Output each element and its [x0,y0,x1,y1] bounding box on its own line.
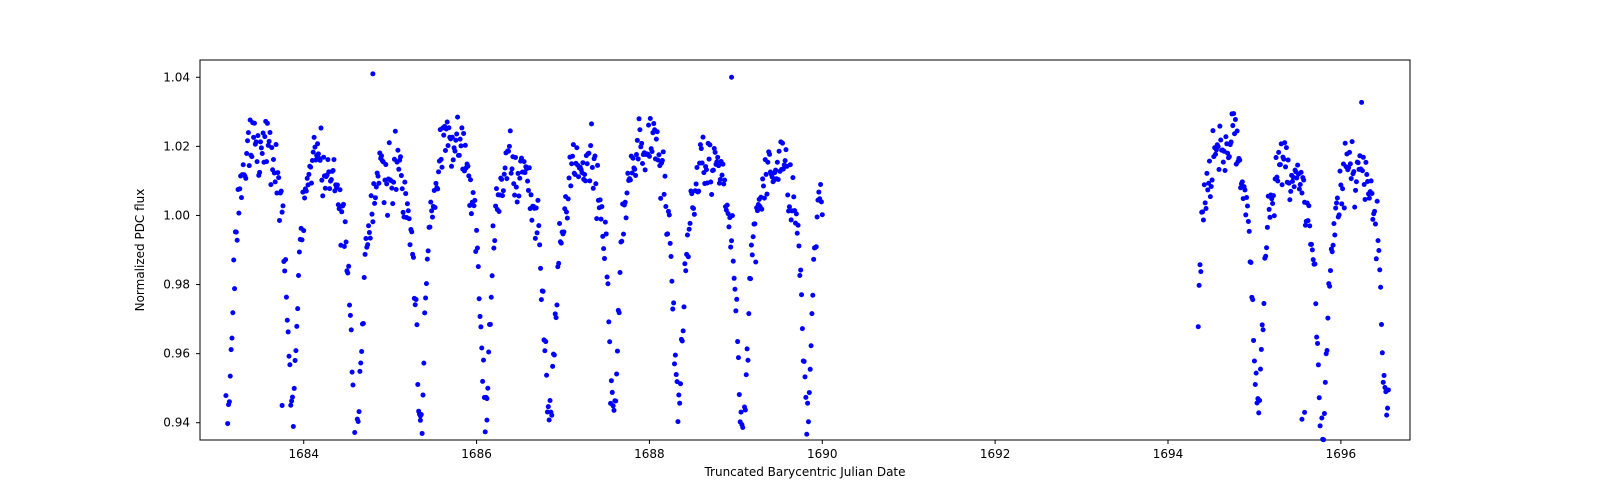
y-tick-label: 1.00 [163,208,190,222]
x-tick-label: 1692 [980,447,1011,461]
x-tick-label: 1696 [1326,447,1357,461]
chart-svg: 1684168616881690169216941696 0.940.960.9… [0,0,1600,500]
x-tick-label: 1684 [288,447,319,461]
lightcurve-chart: 1684168616881690169216941696 0.940.960.9… [0,0,1600,500]
x-tick-label: 1688 [634,447,665,461]
x-ticks: 1684 1686 1688 1690 1692 1694 1696 [288,440,1356,461]
x-tick-label: 1694 [1153,447,1184,461]
y-ticks: 0.94 0.96 0.98 1.00 1.02 1.04 [163,70,200,429]
x-tick-label: 1690 [807,447,838,461]
y-tick-label: 0.94 [163,416,190,430]
x-axis-label: Truncated Barycentric Julian Date [703,465,905,479]
scatter-points [223,71,1390,442]
y-tick-label: 1.02 [163,139,190,153]
y-tick-label: 0.96 [163,347,190,361]
y-tick-label: 1.04 [163,70,190,84]
x-tick-label: 1686 [461,447,492,461]
y-tick-label: 0.98 [163,278,190,292]
y-axis-label: Normalized PDC flux [133,189,147,312]
plot-frame [200,60,1410,440]
